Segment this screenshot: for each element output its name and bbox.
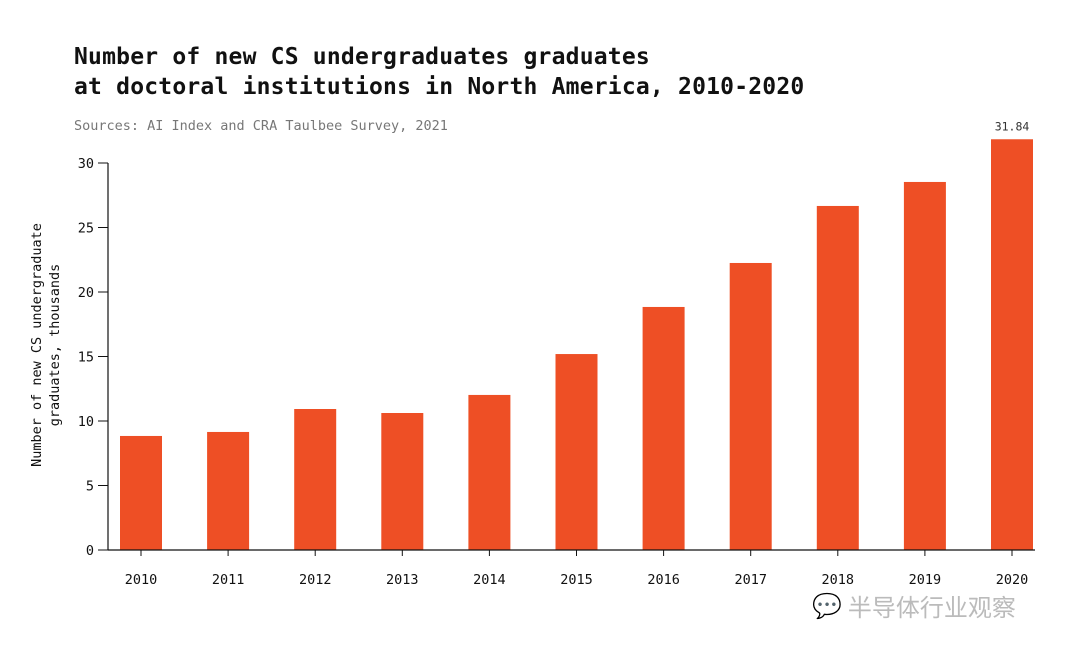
bar-2013 [381, 413, 424, 550]
y-axis-label-line: graduates, thousands [47, 264, 63, 427]
x-tick-label: 2013 [386, 572, 419, 588]
x-tick-label: 2019 [909, 572, 942, 588]
bar-2020 [991, 139, 1033, 550]
title-line-1: Number of new CS undergraduates graduate… [74, 44, 650, 70]
x-tick-label: 2014 [473, 572, 506, 588]
x-tick-label: 2018 [822, 572, 855, 588]
bar-2010 [120, 435, 162, 550]
chart-source: Sources: AI Index and CRA Taulbee Survey… [74, 118, 448, 134]
y-tick-label: 10 [78, 414, 94, 430]
bar-2015 [555, 354, 598, 550]
bar-2018 [816, 205, 859, 550]
x-tick-label: 2017 [734, 572, 767, 588]
chart-title: Number of new CS undergraduates graduate… [74, 42, 804, 102]
bar-2012 [294, 409, 337, 550]
bar-2017 [729, 262, 772, 550]
y-tick-label: 25 [78, 221, 94, 237]
x-tick-label: 2011 [212, 572, 245, 588]
watermark: 💬 半导体行业观察 [812, 588, 1016, 623]
y-tick-label: 0 [86, 543, 94, 559]
data-label: 31.84 [995, 119, 1030, 133]
x-tick-label: 2012 [299, 572, 332, 588]
y-axis-label: Number of new CS undergraduate graduates,… [29, 223, 63, 467]
x-tick-label: 2015 [560, 572, 593, 588]
bar-2014 [468, 394, 511, 550]
wechat-icon: 💬 [812, 591, 842, 620]
y-tick-label: 15 [78, 350, 94, 366]
y-tick-label: 20 [78, 285, 94, 301]
bar-2019 [903, 181, 946, 550]
x-tick-label: 2020 [996, 572, 1029, 588]
x-tick-label: 2016 [647, 572, 680, 588]
watermark-text: 半导体行业观察 [847, 594, 1016, 622]
y-tick-label: 30 [78, 156, 94, 172]
x-tick-label: 2010 [125, 572, 158, 588]
bar-2011 [207, 431, 250, 550]
y-axis-label-line: Number of new CS undergraduate [29, 223, 45, 467]
y-tick-label: 5 [86, 479, 94, 495]
title-line-2: at doctoral institutions in North Americ… [74, 74, 805, 100]
bar-2016 [642, 306, 685, 550]
